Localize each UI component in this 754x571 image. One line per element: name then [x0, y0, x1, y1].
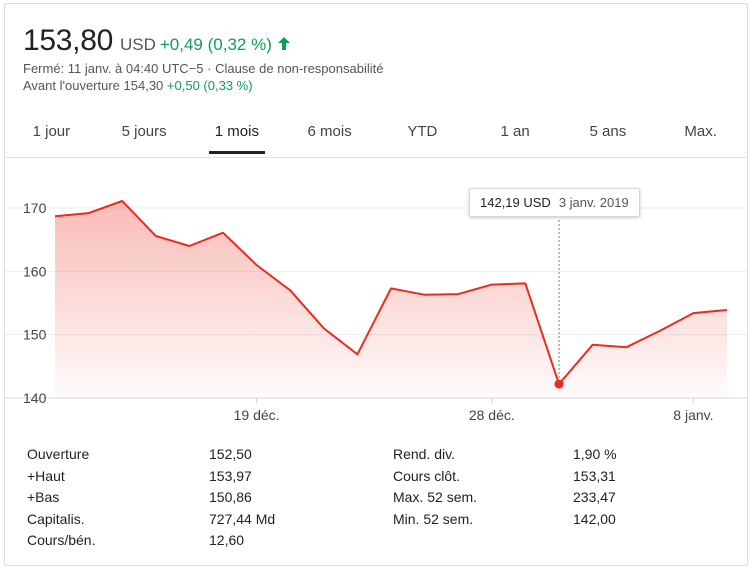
stat-label: +Haut: [27, 467, 65, 484]
stat-label: +Bas: [27, 489, 60, 505]
price-chart[interactable]: 170 160 150 140 19 déc. 28 déc. 8 janv.: [5, 158, 747, 440]
stat-value: 153,31: [573, 467, 616, 484]
stat-label: Cours/bén.: [27, 532, 96, 548]
tab-0[interactable]: 1 jour: [32, 123, 71, 140]
stat-value: 12,60: [209, 532, 245, 548]
premarket-change: +0,50 (0,33 %): [166, 78, 253, 93]
stock-card: 153,80 USD +0,49 (0,32 %) Fermé: 11 janv…: [4, 3, 748, 566]
tab-6[interactable]: 5 ans: [589, 123, 627, 140]
tab-1[interactable]: 5 jours: [121, 123, 167, 140]
price-line: [54, 200, 728, 386]
range-tabs: 1 jour 5 jours 1 mois 6 mois YTD 1 an 5 ans Max…: [5, 112, 747, 158]
currency: USD: [119, 35, 156, 54]
price-area: [55, 201, 727, 398]
y-tick-label: 150: [23, 327, 47, 343]
closed-info: Fermé: 11 janv. à 04:40 UTC−5 · Clause d…: [23, 61, 384, 76]
stat-value: 150,86: [209, 489, 252, 505]
tab-2[interactable]: 1 mois: [191, 112, 284, 158]
stat-label: Cours clôt.: [393, 467, 460, 484]
chart-tooltip: 142,19 USD 3 janv. 2019: [469, 188, 640, 217]
quote-header: 153,80 USD +0,49 (0,32 %) Fermé: 11 janv…: [23, 24, 383, 93]
stat-label: Ouverture: [27, 446, 90, 462]
tab-5[interactable]: 1 an: [500, 123, 530, 140]
tab-4[interactable]: YTD: [407, 123, 438, 140]
premarket-info: Avant l'ouverture 154,30 +0,50 (0,33 %): [23, 78, 383, 93]
arrow-up-icon: [277, 37, 290, 55]
x-tick-label: 28 déc.: [469, 407, 515, 423]
stat-value: 727,44 Md: [209, 510, 276, 527]
y-tick-label: 160: [23, 263, 47, 279]
tooltip-date: 3 janv. 2019: [558, 195, 629, 210]
stat-label: Max. 52 sem.: [393, 489, 478, 505]
tab-3[interactable]: 6 mois: [307, 123, 352, 140]
divider: [5, 157, 747, 158]
stat-label: Min. 52 sem.: [393, 510, 474, 527]
price-row: 153,80 USD +0,49 (0,32 %): [23, 24, 383, 58]
tooltip-value: 142,19 USD: [480, 195, 551, 210]
stat-label: Rend. div.: [393, 446, 455, 462]
stat-value: 1,90 %: [573, 446, 617, 462]
stat-value: 152,50: [209, 446, 252, 462]
stat-value: 153,97: [209, 467, 252, 484]
x-tick-label: 8 janv.: [673, 407, 713, 423]
current-price: 153,80: [23, 24, 113, 57]
y-tick-label: 170: [23, 200, 47, 216]
y-tick-label: 140: [23, 390, 47, 406]
stat-value: 233,47: [573, 489, 616, 505]
premarket-label: Avant l'ouverture 154,30: [23, 78, 164, 93]
highlight-point: [554, 379, 564, 389]
tab-7[interactable]: Max.: [684, 123, 717, 140]
price-change: +0,49 (0,32 %): [159, 35, 272, 54]
x-tick-label: 19 déc.: [234, 407, 280, 423]
stat-value: 142,00: [573, 510, 616, 527]
stat-label: Capitalis.: [27, 510, 85, 527]
